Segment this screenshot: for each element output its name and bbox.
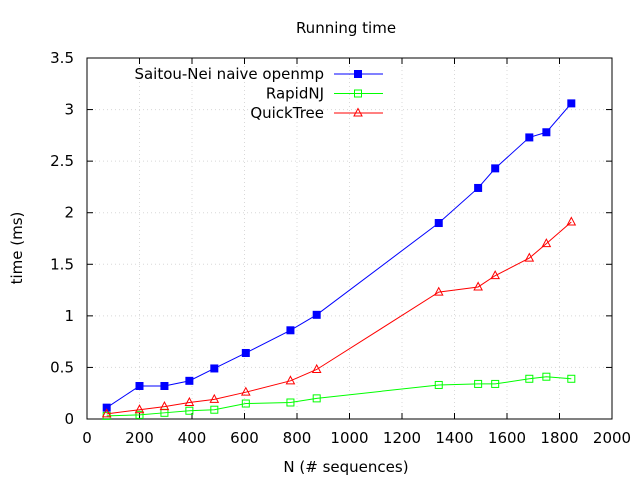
series-2 (101, 216, 577, 418)
x-tick-label: 1000 (330, 429, 368, 447)
data-point (184, 396, 195, 406)
y-tick-label: 2.5 (50, 152, 74, 170)
data-point (491, 164, 500, 173)
data-point (159, 401, 170, 411)
series-line (106, 221, 572, 415)
y-tick-label: 0.5 (50, 358, 74, 376)
y-tick-label: 3.5 (50, 49, 74, 67)
x-tick-label: 1600 (488, 429, 526, 447)
data-point (160, 381, 169, 390)
x-tick-label: 400 (178, 429, 207, 447)
gridlines (87, 58, 612, 419)
data-point (567, 374, 576, 383)
legend-label: QuickTree (250, 104, 324, 122)
axis-ticks: 0 200 400 600 800 1000 1200 1400 1600 1800 2000 0 0.… (50, 49, 631, 447)
legend-label: Saitou-Nei naive openmp (134, 65, 324, 83)
data-point (185, 406, 194, 415)
chart-title: Running time (296, 19, 396, 37)
legend-label: RapidNJ (266, 85, 324, 103)
x-tick-label: 1800 (540, 429, 578, 447)
data-point (525, 374, 534, 383)
data-point (524, 252, 535, 262)
data-point (185, 376, 194, 385)
x-tick-label: 200 (125, 429, 154, 447)
data-point (541, 238, 552, 248)
data-point (474, 379, 483, 388)
data-point (434, 380, 443, 389)
data-point (312, 394, 321, 403)
data-point (286, 326, 295, 335)
data-point (135, 381, 144, 390)
y-tick-label: 1 (64, 307, 74, 325)
data-point (286, 398, 295, 407)
y-tick-label: 0 (64, 410, 74, 428)
data-point (474, 183, 483, 192)
x-tick-label: 800 (283, 429, 312, 447)
data-point (473, 281, 483, 291)
data-point (567, 99, 576, 108)
data-point (525, 133, 534, 142)
y-tick-label: 3 (64, 101, 74, 119)
legend-marker (354, 70, 362, 78)
data-point (312, 310, 321, 319)
x-tick-label: 2000 (593, 429, 631, 447)
data-point (241, 348, 250, 357)
series-0 (102, 99, 576, 412)
legend-marker (354, 89, 362, 98)
x-tick-label: 1400 (435, 429, 473, 447)
x-axis-label: N (# sequences) (283, 458, 408, 476)
data-series (101, 99, 577, 420)
x-tick-label: 1200 (383, 429, 421, 447)
data-point (542, 372, 551, 381)
data-point (134, 404, 145, 414)
data-point (542, 128, 551, 137)
data-point (101, 408, 112, 418)
data-point (434, 219, 443, 228)
data-point (240, 386, 251, 396)
data-point (135, 410, 144, 419)
y-axis-label: time (ms) (8, 212, 26, 285)
y-tick-label: 1.5 (50, 255, 74, 273)
data-point (102, 403, 111, 412)
data-point (491, 379, 500, 388)
x-tick-label: 0 (82, 429, 92, 447)
data-point (311, 363, 322, 373)
data-point (241, 399, 250, 408)
series-1 (102, 372, 576, 420)
data-point (285, 375, 296, 385)
data-point (210, 405, 219, 414)
data-point (210, 364, 219, 373)
data-point (209, 393, 220, 403)
data-point (433, 286, 444, 296)
y-tick-label: 2 (64, 204, 74, 222)
x-tick-label: 600 (230, 429, 259, 447)
legend-marker (353, 107, 363, 117)
data-point (490, 270, 501, 280)
series-line (106, 103, 572, 409)
series-line (106, 376, 572, 417)
data-point (566, 216, 577, 226)
